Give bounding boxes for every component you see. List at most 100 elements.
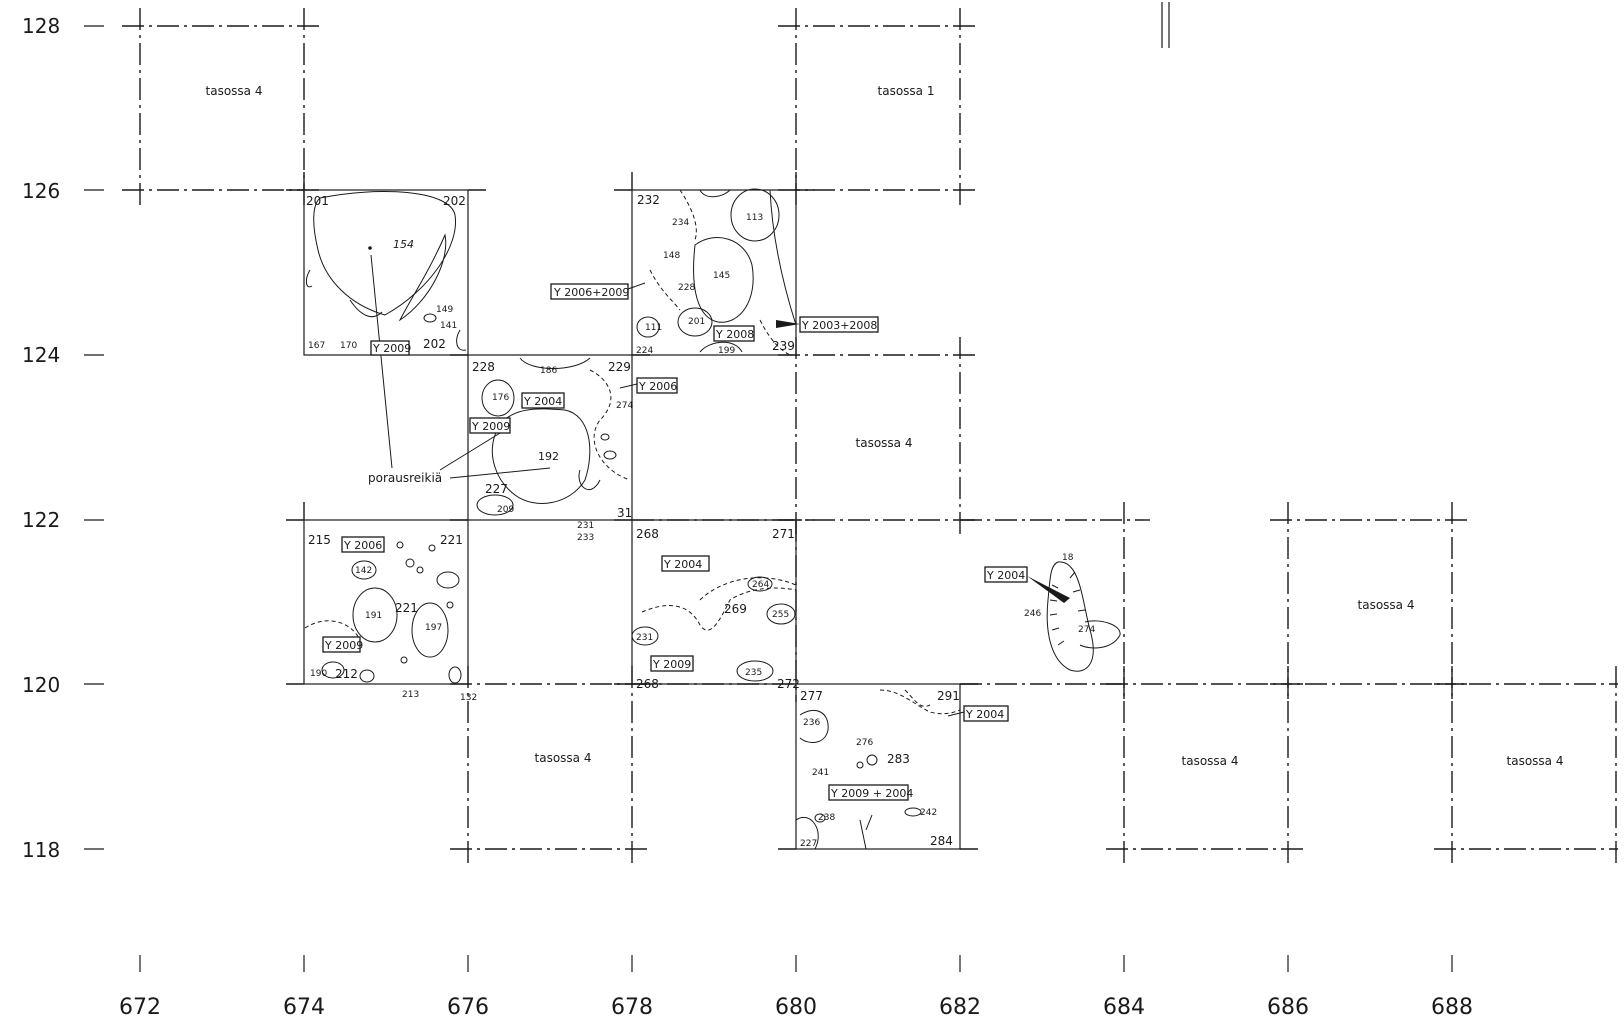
svg-text:233: 233 (577, 533, 594, 543)
corner-number: 269 (724, 602, 747, 616)
grid-square: tasossa 4 (1434, 666, 1618, 867)
corner-number: 227 (485, 482, 508, 496)
feature-number: 197 (425, 623, 442, 633)
feature-number: 145 (713, 271, 730, 281)
grid-square: tasossa 4 (122, 8, 322, 208)
svg-text:238: 238 (818, 813, 835, 823)
svg-text:Y 2009 + 2004: Y 2009 + 2004 (830, 787, 913, 800)
square-note: tasossa 4 (1358, 598, 1415, 612)
svg-text:18: 18 (1062, 553, 1074, 563)
sample-tag: Y 2006 (619, 377, 678, 394)
x-tick-label: 680 (775, 995, 817, 1020)
svg-text:Y 2009: Y 2009 (372, 342, 411, 355)
corner-number: 202 (423, 337, 446, 351)
corner-number: 268 (636, 677, 659, 691)
svg-text:111: 111 (645, 323, 662, 333)
y-tick-label: 118 (22, 838, 60, 862)
x-tick-label: 688 (1431, 995, 1473, 1020)
y-axis: 128 126 124 122 120 118 (22, 14, 104, 862)
corner-number: 284 (930, 834, 953, 848)
svg-text:201: 201 (688, 317, 705, 327)
svg-text:Y 2009: Y 2009 (471, 420, 510, 433)
svg-text:Y 2009: Y 2009 (324, 639, 363, 652)
corner-number: 229 (608, 360, 631, 374)
corner-number: 201 (306, 194, 329, 208)
feature-number: 191 (365, 611, 382, 621)
sample-tag: Y 2004 (947, 705, 1009, 722)
svg-text:199: 199 (718, 346, 735, 356)
svg-text:246: 246 (1024, 609, 1041, 619)
x-tick-label: 678 (611, 995, 653, 1020)
sample-tag: Y 2009 (650, 655, 694, 672)
svg-text:Y 2004: Y 2004 (965, 708, 1004, 721)
corner-number: 31 (617, 506, 632, 520)
square-note: tasossa 4 (856, 436, 913, 450)
grid-square: tasossa 1 (778, 8, 978, 208)
svg-text:Y 2006+2009: Y 2006+2009 (553, 286, 629, 299)
feature-number: 192 (538, 450, 559, 463)
sample-tags: Y 2006+2009 Y 2003+2008 Y 2008 Y 2009 Y … (322, 282, 1070, 801)
grid-square: tasossa 4 (450, 666, 650, 867)
svg-text:167: 167 (308, 341, 325, 351)
y-tick-label: 128 (22, 14, 60, 38)
y-tick-label: 124 (22, 343, 60, 367)
square-note: tasossa 4 (1507, 754, 1564, 768)
hearth-feature: 274 246 18 (1024, 553, 1121, 672)
corner-number: 232 (637, 193, 660, 207)
sample-tag: Y 2004 (661, 555, 710, 572)
excavated-square: 236 277 291 283 284 227 276 241 238 242 (778, 683, 978, 850)
sample-tag: Y 2004 (984, 566, 1070, 603)
sample-tag: Y 2006+2009 (550, 282, 646, 300)
sample-tag: Y 2008 (713, 325, 755, 342)
svg-text:142: 142 (355, 566, 372, 576)
svg-text:176: 176 (492, 393, 509, 403)
drill-holes-label: porausreikiä (368, 471, 442, 485)
feature-number: 236 (803, 718, 820, 728)
svg-text:Y 2004: Y 2004 (523, 395, 562, 408)
svg-text:Y 2006: Y 2006 (343, 539, 382, 552)
svg-text:Y 2008: Y 2008 (715, 328, 754, 341)
svg-text:149: 149 (436, 305, 453, 315)
square-note: tasossa 4 (535, 751, 592, 765)
north-arrow-icon (1161, 2, 1170, 48)
x-tick-label: 684 (1103, 995, 1145, 1020)
x-tick-label: 674 (283, 995, 325, 1020)
grid-square: tasossa 4 (1270, 502, 1470, 702)
grid-squares: tasossa 4 tasossa 1 tasossa 4 tasossa 4 … (122, 8, 1618, 867)
x-tick-label: 682 (939, 995, 981, 1020)
svg-text:186: 186 (540, 366, 557, 376)
x-tick-label: 676 (447, 995, 489, 1020)
svg-text:235: 235 (745, 668, 762, 678)
sample-tag: Y 2009 (370, 340, 411, 356)
sample-tag: Y 2003+2008 (776, 316, 879, 333)
corner-number: 271 (772, 527, 795, 541)
corner-number: 228 (472, 360, 495, 374)
corner-number: 221 (395, 601, 418, 615)
svg-text:Y 2004: Y 2004 (986, 569, 1025, 582)
y-tick-label: 120 (22, 673, 60, 697)
corner-number: 215 (308, 533, 331, 547)
svg-text:141: 141 (440, 321, 457, 331)
svg-text:276: 276 (856, 738, 873, 748)
feature-number: 154 (393, 238, 414, 251)
square-note: tasossa 4 (1182, 754, 1239, 768)
square-note: tasossa 4 (206, 84, 263, 98)
sample-tag: Y 2006 (341, 536, 385, 553)
excavated-square: 154 201 202 202 167 170 149 141 (286, 172, 486, 356)
sample-tag: Y 2009 (322, 636, 363, 653)
corner-number: 277 (800, 689, 823, 703)
corner-number: 221 (440, 533, 463, 547)
svg-text:213: 213 (402, 690, 419, 700)
svg-text:Y 2009: Y 2009 (652, 658, 691, 671)
corner-number: 291 (937, 689, 960, 703)
grid-square: tasossa 4 (1106, 666, 1306, 867)
excavated-squares: 154 201 202 202 167 170 149 141 192 228 22… (286, 172, 1121, 850)
svg-text:170: 170 (340, 341, 357, 351)
svg-text:231: 231 (636, 633, 653, 643)
excavated-square: 192 228 229 227 31 186 176 274 209 231 233 (450, 354, 650, 543)
feature-number: 255 (772, 610, 789, 620)
svg-text:Y 2004: Y 2004 (663, 558, 702, 571)
svg-text:242: 242 (920, 808, 937, 818)
svg-text:228: 228 (678, 283, 695, 293)
